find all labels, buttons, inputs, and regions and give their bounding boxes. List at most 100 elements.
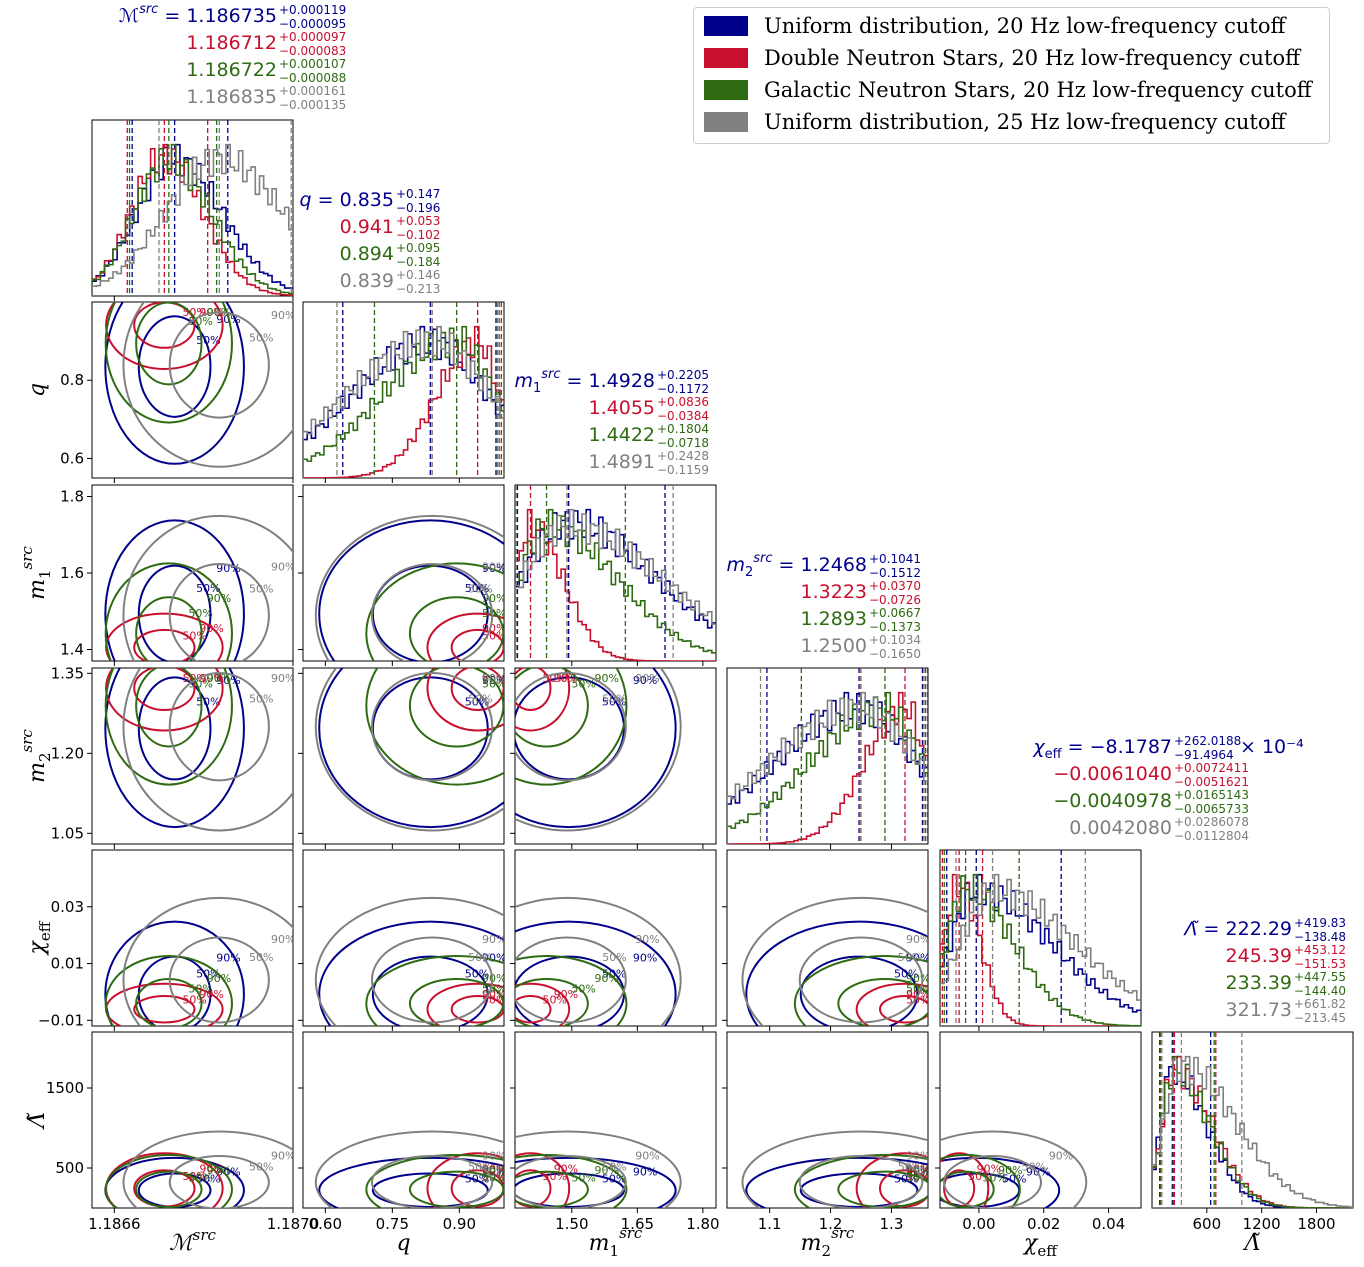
axis-symbol: m	[25, 762, 50, 783]
y-tick-label: 0.6	[60, 449, 84, 467]
contour-90pct	[426, 612, 504, 661]
summary-value: 321.73	[1226, 999, 1292, 1021]
contour-90pct	[104, 1154, 233, 1208]
contour-90pct	[365, 1154, 504, 1208]
contour-50pct	[371, 955, 489, 1026]
contour-label: 90%	[633, 1166, 657, 1179]
contour-90pct	[940, 1130, 1088, 1208]
contour-90pct	[105, 668, 224, 732]
contour-label: 90%	[207, 592, 231, 605]
contour-50pct	[137, 676, 212, 781]
y-tick-label: 0.8	[60, 371, 84, 389]
axis-symbol: ℳ	[169, 1231, 196, 1256]
summary-line-1: −0.0061040	[1053, 763, 1172, 785]
contour-label: 90%	[482, 1164, 506, 1177]
x-tick-label: 1.80	[686, 1215, 719, 1233]
legend-swatch	[704, 16, 748, 36]
contour-50pct	[168, 1155, 270, 1208]
contour-90pct	[515, 668, 677, 829]
summary-value: 1.2468	[801, 554, 867, 576]
contour-label: 90%	[635, 672, 659, 685]
summary-minus: −0.1172	[657, 382, 709, 396]
contour-label: 90%	[199, 622, 223, 635]
contour-label: 90%	[635, 933, 659, 946]
x-tick-label: 600	[1192, 1215, 1221, 1233]
summary-plus: +0.000119	[279, 3, 346, 17]
contour-label: 50%	[465, 967, 489, 980]
summary-symbol-sup: src	[541, 367, 560, 382]
summary-line-2: 0.894	[340, 243, 394, 265]
summary-line-3: 1.186835	[186, 86, 277, 108]
panel-content: 50%90%50%90%50%90%50%90%	[104, 668, 293, 832]
summary-minus: −0.1650	[869, 647, 921, 661]
x-axis-label-mc: ℳsrc	[169, 1226, 216, 1256]
panel-content: 50%90%50%90%50%90%50%90%	[104, 1130, 293, 1208]
summary-plus: +453.12	[1294, 943, 1346, 957]
contour-label: 50%	[1002, 1173, 1026, 1186]
summary-value: 1.4928	[589, 370, 655, 392]
histogram-series-3	[303, 325, 504, 478]
histogram-series-3	[727, 691, 928, 844]
summary-plus: +419.83	[1294, 916, 1346, 930]
summary-line-2: 1.4422	[589, 424, 655, 446]
summary-plus: +0.147	[396, 187, 440, 201]
histogram-series-3	[515, 508, 716, 661]
histogram-series-2	[303, 325, 504, 478]
x-tick-label: 0.04	[1092, 1215, 1125, 1233]
summary-minus: −0.000083	[279, 44, 346, 58]
contour-90pct	[515, 982, 571, 1026]
histogram-series-2	[1152, 1055, 1353, 1208]
axis-symbol: Λ̃	[25, 1112, 50, 1130]
x-tick-label: 1.2	[819, 1215, 843, 1233]
histogram-series-2	[515, 508, 716, 661]
summary-minus: −0.213	[396, 282, 440, 296]
x-tick-label: 1.3	[880, 1215, 904, 1233]
contour-90pct	[318, 1156, 504, 1208]
panel-m2-m1: 50%90%50%90%50%90%50%90%	[510, 667, 717, 849]
axis-symbol: q	[396, 1231, 410, 1256]
contour-label: 50%	[898, 951, 922, 964]
panel-lam-m1: 50%90%50%90%50%90%50%90% 1.50 1.65 1.80	[510, 1031, 720, 1233]
contour-90pct	[105, 302, 224, 371]
contour-90pct	[104, 519, 245, 661]
contour-90pct	[515, 668, 628, 786]
contour-50pct	[515, 672, 627, 782]
summary-statistics: ℳsrc = 1.186735 +0.000119−0.0000951.18671…	[119, 2, 1346, 1025]
y-axis-label-m1: m1src	[18, 546, 54, 600]
y-tick-label: 1.35	[51, 664, 84, 682]
summary-value: 0.894	[340, 243, 394, 265]
contour-label: 90%	[216, 1166, 240, 1179]
contour-90pct	[122, 1130, 293, 1208]
summary-plus: +0.0667	[869, 606, 921, 620]
summary-minus: −213.45	[1294, 1011, 1346, 1025]
contour-50pct	[133, 668, 196, 712]
contour-label: 50%	[465, 1173, 489, 1186]
panel-content: 50%90%50%90%50%90%50%90%	[314, 896, 504, 1026]
x-tick-label: 1800	[1297, 1215, 1335, 1233]
contour-label: 50%	[188, 1171, 212, 1184]
axis-sub: 1	[36, 569, 54, 579]
contour-90pct	[318, 668, 504, 829]
summary-value: 1.186722	[186, 59, 277, 81]
contour-90pct	[940, 1152, 990, 1208]
contour-label: 90%	[906, 1149, 930, 1162]
contour-label: 90%	[906, 972, 930, 985]
y-tick-label: 0.03	[51, 898, 84, 916]
summary-value: −0.0061040	[1053, 763, 1172, 785]
contour-90pct	[940, 1154, 1021, 1208]
contour-label: 50%	[468, 693, 492, 706]
axis-symbol: m	[589, 1231, 610, 1256]
contour-90pct	[314, 1130, 504, 1208]
axis-sub: eff	[1037, 1242, 1058, 1260]
x-axis-label-lam: Λ̃	[1243, 1231, 1261, 1256]
summary-value: 245.39	[1226, 945, 1292, 967]
contour-label: 50%	[571, 677, 595, 690]
contour-90pct	[515, 1156, 677, 1208]
histogram-series-1	[727, 691, 928, 844]
summary-symbol-sub: 1	[533, 381, 541, 396]
summary-line-3: 1.2500	[801, 635, 867, 657]
contour-50pct	[940, 1170, 995, 1208]
summary-line-0: Λ̃ = 222.29	[1183, 918, 1292, 940]
contour-50pct	[370, 562, 494, 661]
panel-content	[92, 120, 293, 296]
